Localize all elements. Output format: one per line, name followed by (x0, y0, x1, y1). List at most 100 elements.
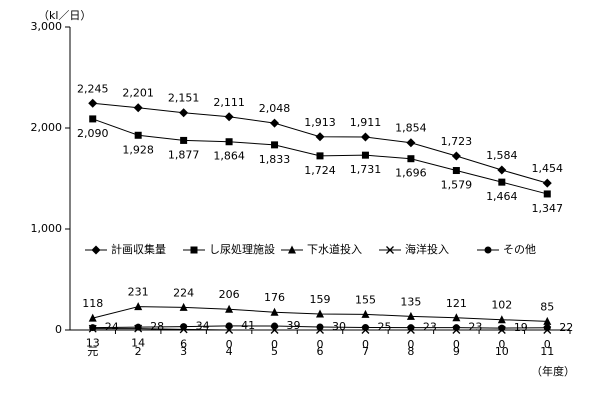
data-label: 155 (355, 293, 376, 306)
x-tick-label: 5 (271, 345, 278, 358)
marker (89, 324, 97, 332)
data-label: 1,911 (350, 116, 382, 129)
x-tick-label: 元 (87, 345, 98, 358)
marker (407, 324, 415, 332)
data-label: 14 (131, 337, 145, 350)
marker (543, 316, 552, 325)
series: 2,090 1,928 1,877 1,864 1,833 1,724 1,731 1,696… (77, 115, 563, 215)
data-label: 0 (498, 338, 505, 351)
x-tick-label: 8 (407, 345, 414, 358)
data-label: 19 (514, 321, 528, 334)
marker (361, 151, 369, 159)
data-label: 1,877 (168, 148, 200, 161)
marker (225, 322, 233, 330)
marker (225, 304, 234, 313)
marker (133, 103, 143, 113)
data-label: 30 (332, 320, 346, 333)
marker (288, 245, 296, 254)
marker (134, 131, 142, 139)
data-label: 0 (362, 338, 369, 351)
data-label: 85 (540, 300, 554, 313)
data-label: 24 (105, 321, 119, 334)
marker (452, 324, 460, 332)
marker (271, 141, 279, 149)
marker (543, 324, 551, 332)
marker (91, 245, 101, 255)
data-label: 1,347 (532, 202, 564, 215)
data-label: 0 (271, 338, 278, 351)
data-label: 23 (423, 321, 437, 334)
marker (361, 323, 369, 331)
marker (361, 309, 370, 318)
y-unit-label: （kl／日） (38, 9, 91, 22)
data-label: 34 (196, 320, 210, 333)
data-label: 1,864 (213, 150, 245, 163)
data-label: 6 (180, 337, 187, 350)
data-label: 1,464 (486, 190, 518, 203)
data-label: 2,111 (213, 96, 245, 109)
marker (179, 108, 189, 118)
data-label: 121 (446, 297, 467, 310)
data-label: 1,731 (350, 163, 382, 176)
marker (134, 323, 142, 331)
x-tick-label: 3 (180, 345, 187, 358)
x-tick-label: 9 (453, 345, 460, 358)
marker (451, 151, 461, 161)
x-unit-label: （年度） (531, 364, 575, 378)
data-label: 1,454 (532, 162, 564, 175)
marker (88, 313, 97, 322)
data-label: 1,696 (395, 167, 427, 180)
data-label: 39 (287, 319, 301, 332)
data-label: 2,090 (77, 127, 109, 140)
marker (542, 178, 552, 188)
data-label: 1,579 (441, 179, 473, 192)
data-label: 2,201 (122, 87, 154, 100)
data-label: 0 (453, 338, 460, 351)
x-tick-label: 7 (362, 345, 369, 358)
data-label: 2,048 (259, 102, 291, 115)
legend-label: 下水道投入 (307, 242, 362, 256)
marker (316, 323, 324, 331)
data-label: 1,833 (259, 153, 291, 166)
data-label: 25 (377, 320, 391, 333)
data-label: 176 (264, 291, 285, 304)
legend-label: 計画収集量 (111, 242, 166, 256)
marker (452, 167, 460, 175)
legend-label: し尿処理施設 (209, 242, 275, 256)
marker (180, 323, 188, 331)
series: 118 231 224 206 176 159 155 135 121 102 85 (82, 286, 554, 325)
y-tick-label: 2,000 (31, 121, 63, 134)
data-label: 0 (544, 338, 551, 351)
legend-label: その他 (503, 243, 536, 256)
marker (225, 138, 233, 146)
data-label: 41 (241, 319, 255, 332)
x-tick-label: 6 (317, 345, 324, 358)
data-label: 22 (559, 321, 573, 334)
data-label: 1,854 (395, 122, 427, 135)
data-label: 159 (310, 293, 331, 306)
marker (224, 112, 234, 122)
marker (386, 246, 394, 254)
data-label: 135 (400, 295, 421, 308)
data-label: 28 (150, 320, 164, 333)
series: 2,245 2,201 2,151 2,111 2,048 1,913 1,911 1,854… (77, 82, 564, 188)
marker (543, 190, 551, 198)
marker (315, 132, 325, 142)
y-tick-label: 1,000 (31, 222, 63, 235)
marker (407, 155, 415, 163)
marker (498, 324, 506, 332)
x-tick-label: 2 (135, 345, 142, 358)
marker (406, 311, 415, 320)
data-label: 0 (317, 338, 324, 351)
x-tick-label: 10 (495, 345, 509, 358)
data-label: 2,245 (77, 82, 109, 95)
marker (316, 309, 324, 318)
data-label: 2,151 (168, 92, 200, 105)
marker (180, 136, 188, 144)
marker (271, 322, 279, 330)
data-label: 224 (173, 286, 194, 299)
y-tick-label: 3,000 (31, 20, 63, 33)
data-label: 23 (468, 321, 482, 334)
data-label: 1,723 (441, 135, 473, 148)
